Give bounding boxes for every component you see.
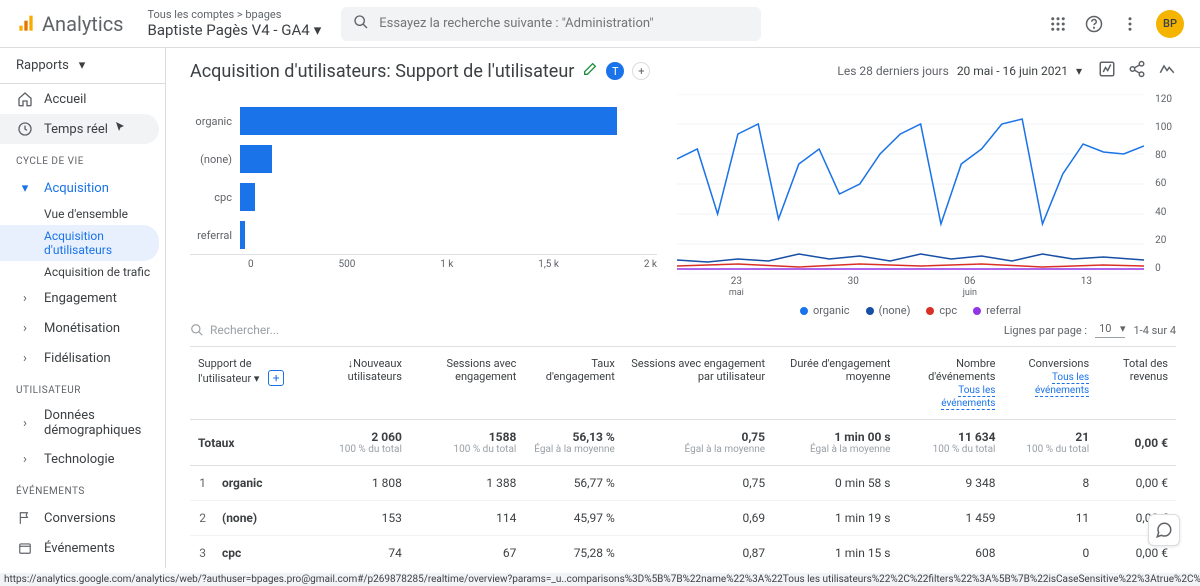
bar-row: organic bbox=[190, 102, 657, 140]
flag-icon bbox=[16, 509, 34, 527]
bar-row: (none) bbox=[190, 140, 657, 178]
nav-vue-densemble[interactable]: Vue d'ensemble bbox=[0, 203, 165, 225]
status-bar: https://analytics.google.com/analytics/w… bbox=[0, 573, 1200, 586]
col-eng-rate[interactable]: Taux d'engagement bbox=[524, 347, 622, 420]
add-comparison-button[interactable]: + bbox=[632, 62, 650, 80]
more-vert-icon[interactable] bbox=[1120, 14, 1140, 34]
help-icon[interactable] bbox=[1084, 14, 1104, 34]
search-icon bbox=[353, 14, 369, 34]
col-new-users[interactable]: ↓Nouveaux utilisateurs bbox=[310, 347, 409, 420]
chevron-right-icon: › bbox=[16, 289, 34, 307]
comparison-chip[interactable]: T bbox=[606, 62, 624, 80]
brand-label: Analytics bbox=[42, 12, 124, 36]
search-input[interactable] bbox=[379, 16, 749, 31]
edit-icon[interactable] bbox=[582, 61, 598, 82]
section-cycle-de-vie: CYCLE DE VIE bbox=[0, 144, 165, 173]
home-icon bbox=[16, 90, 34, 108]
col-events[interactable]: Nombre d'événementsTous les événements bbox=[898, 347, 1003, 420]
sidebar: Rapports ▾ Accueil Temps réel CYCLE DE V… bbox=[0, 48, 166, 568]
cursor-icon bbox=[114, 121, 126, 137]
content-area: Acquisition d'utilisateurs: Support de l… bbox=[166, 48, 1200, 568]
dimension-header[interactable]: Support de l'utilisateur ▾ + bbox=[190, 347, 310, 420]
caret-down-icon: ▾ bbox=[314, 21, 322, 39]
nav-temps-reel[interactable]: Temps réel bbox=[0, 114, 159, 144]
caret-down-icon: ▾ bbox=[1120, 322, 1126, 335]
col-sessions-per-user[interactable]: Sessions avec engagement par utilisateur bbox=[623, 347, 773, 420]
page-header: Acquisition d'utilisateurs: Support de l… bbox=[166, 48, 1200, 94]
header-actions bbox=[1098, 60, 1176, 82]
nav-monetisation[interactable]: ›Monétisation bbox=[0, 313, 159, 343]
table-row[interactable]: 2 (none) 15311445,97 % 0,691 min 19 s1 4… bbox=[190, 501, 1176, 536]
nav-donnees-demo[interactable]: ›Données démographiques bbox=[0, 402, 159, 444]
account-selector[interactable]: Tous les comptes > bpages Baptiste Pagès… bbox=[148, 8, 322, 39]
section-utilisateur: UTILISATEUR bbox=[0, 373, 165, 402]
top-right-actions: BP bbox=[1048, 10, 1184, 38]
nav-acquisition-utilisateurs[interactable]: Acquisition d'utilisateurs bbox=[0, 225, 159, 261]
legend-item[interactable]: organic bbox=[800, 304, 850, 317]
chevron-down-icon: ▾ bbox=[16, 179, 34, 197]
nav-conversions[interactable]: Conversions bbox=[0, 503, 159, 533]
add-dimension-button[interactable]: + bbox=[268, 370, 284, 386]
breadcrumb-path: Tous les comptes > bpages bbox=[148, 8, 322, 21]
legend-item[interactable]: referral bbox=[973, 304, 1021, 317]
chevron-right-icon: › bbox=[16, 319, 34, 337]
rows-per-page[interactable]: Lignes par page : 10▾ 1-4 sur 4 bbox=[1004, 322, 1176, 338]
totals-row: Totaux 2 060100 % du total 1588100 % du … bbox=[190, 420, 1176, 466]
analytics-logo-icon bbox=[16, 14, 36, 34]
data-table-area: Rechercher... Lignes par page : 10▾ 1-4 … bbox=[166, 314, 1200, 568]
nav-engagement[interactable]: ›Engagement bbox=[0, 283, 159, 313]
account-name: Baptiste Pagès V4 - GA4 bbox=[148, 21, 310, 39]
data-table: Support de l'utilisateur ▾ + ↓Nouveaux u… bbox=[190, 347, 1176, 568]
table-search[interactable]: Rechercher... bbox=[190, 323, 279, 337]
customize-icon[interactable] bbox=[1098, 60, 1116, 82]
legend-item[interactable]: (none) bbox=[866, 304, 911, 317]
share-icon[interactable] bbox=[1128, 60, 1146, 82]
section-evenements: ÉVÉNEMENTS bbox=[0, 474, 165, 503]
nav-fidelisation[interactable]: ›Fidélisation bbox=[0, 343, 159, 373]
apps-icon[interactable] bbox=[1048, 14, 1068, 34]
nav-evenements-item[interactable]: Événements bbox=[0, 533, 159, 563]
logo[interactable]: Analytics bbox=[16, 12, 124, 36]
caret-down-icon: ▾ bbox=[1076, 64, 1082, 78]
insights-icon[interactable] bbox=[1158, 60, 1176, 82]
clock-icon bbox=[16, 120, 34, 138]
col-revenue[interactable]: Total des revenus bbox=[1097, 347, 1176, 420]
page-title: Acquisition d'utilisateurs: Support de l… bbox=[190, 61, 650, 82]
legend-item[interactable]: cpc bbox=[926, 304, 957, 317]
date-range-selector[interactable]: Les 28 derniers jours 20 mai - 16 juin 2… bbox=[837, 64, 1082, 78]
reports-header[interactable]: Rapports ▾ bbox=[0, 48, 165, 84]
chevron-right-icon: › bbox=[16, 349, 34, 367]
table-row[interactable]: 3 cpc 746775,28 % 0,871 min 15 s60800,00… bbox=[190, 536, 1176, 569]
bar-row: referral bbox=[190, 216, 657, 254]
feedback-button[interactable] bbox=[1148, 514, 1180, 546]
chevron-right-icon: › bbox=[16, 414, 34, 432]
search-bar[interactable] bbox=[341, 7, 761, 41]
nav-technologie[interactable]: ›Technologie bbox=[0, 444, 159, 474]
charts-row: organic(none)cpcreferral05001 k1,5 k2 k … bbox=[166, 94, 1200, 304]
section-explorer: EXPLORER bbox=[0, 563, 165, 568]
col-avg-eng-time[interactable]: Durée d'engagement moyenne bbox=[773, 347, 898, 420]
chevron-right-icon: › bbox=[16, 450, 34, 468]
top-bar: Analytics Tous les comptes > bpages Bapt… bbox=[0, 0, 1200, 48]
event-icon bbox=[16, 539, 34, 557]
nav-accueil[interactable]: Accueil bbox=[0, 84, 159, 114]
col-conversions[interactable]: ConversionsTous les événements bbox=[1003, 347, 1097, 420]
line-chart: 120100806040200 23mai3006juin13 organic(… bbox=[677, 94, 1176, 304]
bar-row: cpc bbox=[190, 178, 657, 216]
table-row[interactable]: 1 organic 1 8081 38856,77 % 0,750 min 58… bbox=[190, 466, 1176, 501]
bar-chart: organic(none)cpcreferral05001 k1,5 k2 k bbox=[190, 94, 657, 304]
table-controls: Rechercher... Lignes par page : 10▾ 1-4 … bbox=[190, 314, 1176, 347]
col-sessions-eng[interactable]: Sessions avec engagement bbox=[410, 347, 524, 420]
nav-acquisition[interactable]: ▾ Acquisition bbox=[0, 173, 159, 203]
avatar[interactable]: BP bbox=[1156, 10, 1184, 38]
nav-acquisition-trafic[interactable]: Acquisition de trafic bbox=[0, 261, 165, 283]
caret-down-icon: ▾ bbox=[79, 58, 86, 73]
